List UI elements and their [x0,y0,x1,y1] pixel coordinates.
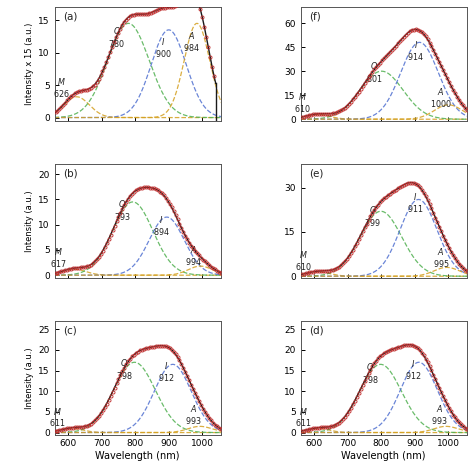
Text: $\it{M}$
$\it{626}$: $\it{M}$ $\it{626}$ [53,76,70,99]
Text: $\it{A}$
$\it{993}$: $\it{A}$ $\it{993}$ [185,403,201,427]
Text: $\it{M}$
$\it{617}$: $\it{M}$ $\it{617}$ [50,246,67,269]
Text: $\it{Q}$
$\it{780}$: $\it{Q}$ $\it{780}$ [108,26,125,49]
Text: $\it{Q}$
$\it{799}$: $\it{Q}$ $\it{799}$ [365,204,381,228]
Text: $\it{M}$
$\it{611}$: $\it{M}$ $\it{611}$ [295,406,311,428]
Text: $\it{A}$
$\it{984}$: $\it{A}$ $\it{984}$ [183,30,200,53]
Text: $\it{I}$
$\it{912}$: $\it{I}$ $\it{912}$ [158,360,174,383]
Text: $\it{M}$
$\it{611}$: $\it{M}$ $\it{611}$ [49,406,65,428]
Text: $\it{I}$
$\it{912}$: $\it{I}$ $\it{912}$ [405,358,422,381]
Y-axis label: Intensity x 15 (a.u.): Intensity x 15 (a.u.) [25,23,34,105]
X-axis label: Wavelength (nm): Wavelength (nm) [341,451,426,461]
Text: $\it{I}$
$\it{911}$: $\it{I}$ $\it{911}$ [407,191,423,214]
Text: (f): (f) [309,12,321,22]
Text: $\it{Q}$
$\it{798}$: $\it{Q}$ $\it{798}$ [116,357,133,381]
Text: $\it{I}$
$\it{900}$: $\it{I}$ $\it{900}$ [155,36,172,59]
Text: $\it{I}$
$\it{894}$: $\it{I}$ $\it{894}$ [153,214,170,238]
Text: $\it{M}$
$\it{610}$: $\it{M}$ $\it{610}$ [294,91,310,114]
Text: (b): (b) [63,169,77,179]
Text: $\it{A}$
$\it{993}$: $\it{A}$ $\it{993}$ [431,403,447,427]
Text: $\it{A}$
$\it{995}$: $\it{A}$ $\it{995}$ [433,246,449,269]
Text: (c): (c) [63,325,77,335]
Text: (e): (e) [309,169,323,179]
Text: $\it{I}$
$\it{914}$: $\it{I}$ $\it{914}$ [408,38,424,62]
Text: $\it{A}$
$\it{1000}$: $\it{A}$ $\it{1000}$ [430,86,452,109]
Text: $\it{Q}$
$\it{801}$: $\it{Q}$ $\it{801}$ [365,60,382,84]
Y-axis label: Intensity (a.u.): Intensity (a.u.) [25,347,34,408]
Y-axis label: Intensity (a.u.): Intensity (a.u.) [25,190,34,252]
Text: (d): (d) [309,325,324,335]
Text: $\it{Q}$
$\it{798}$: $\it{Q}$ $\it{798}$ [362,361,379,385]
Text: (a): (a) [63,12,77,22]
Text: $\it{A}$
$\it{994}$: $\it{A}$ $\it{994}$ [185,244,202,267]
Text: $\it{M}$
$\it{610}$: $\it{M}$ $\it{610}$ [295,249,311,272]
Text: $\it{Q}$
$\it{793}$: $\it{Q}$ $\it{793}$ [114,198,131,222]
X-axis label: Wavelength (nm): Wavelength (nm) [95,451,180,461]
